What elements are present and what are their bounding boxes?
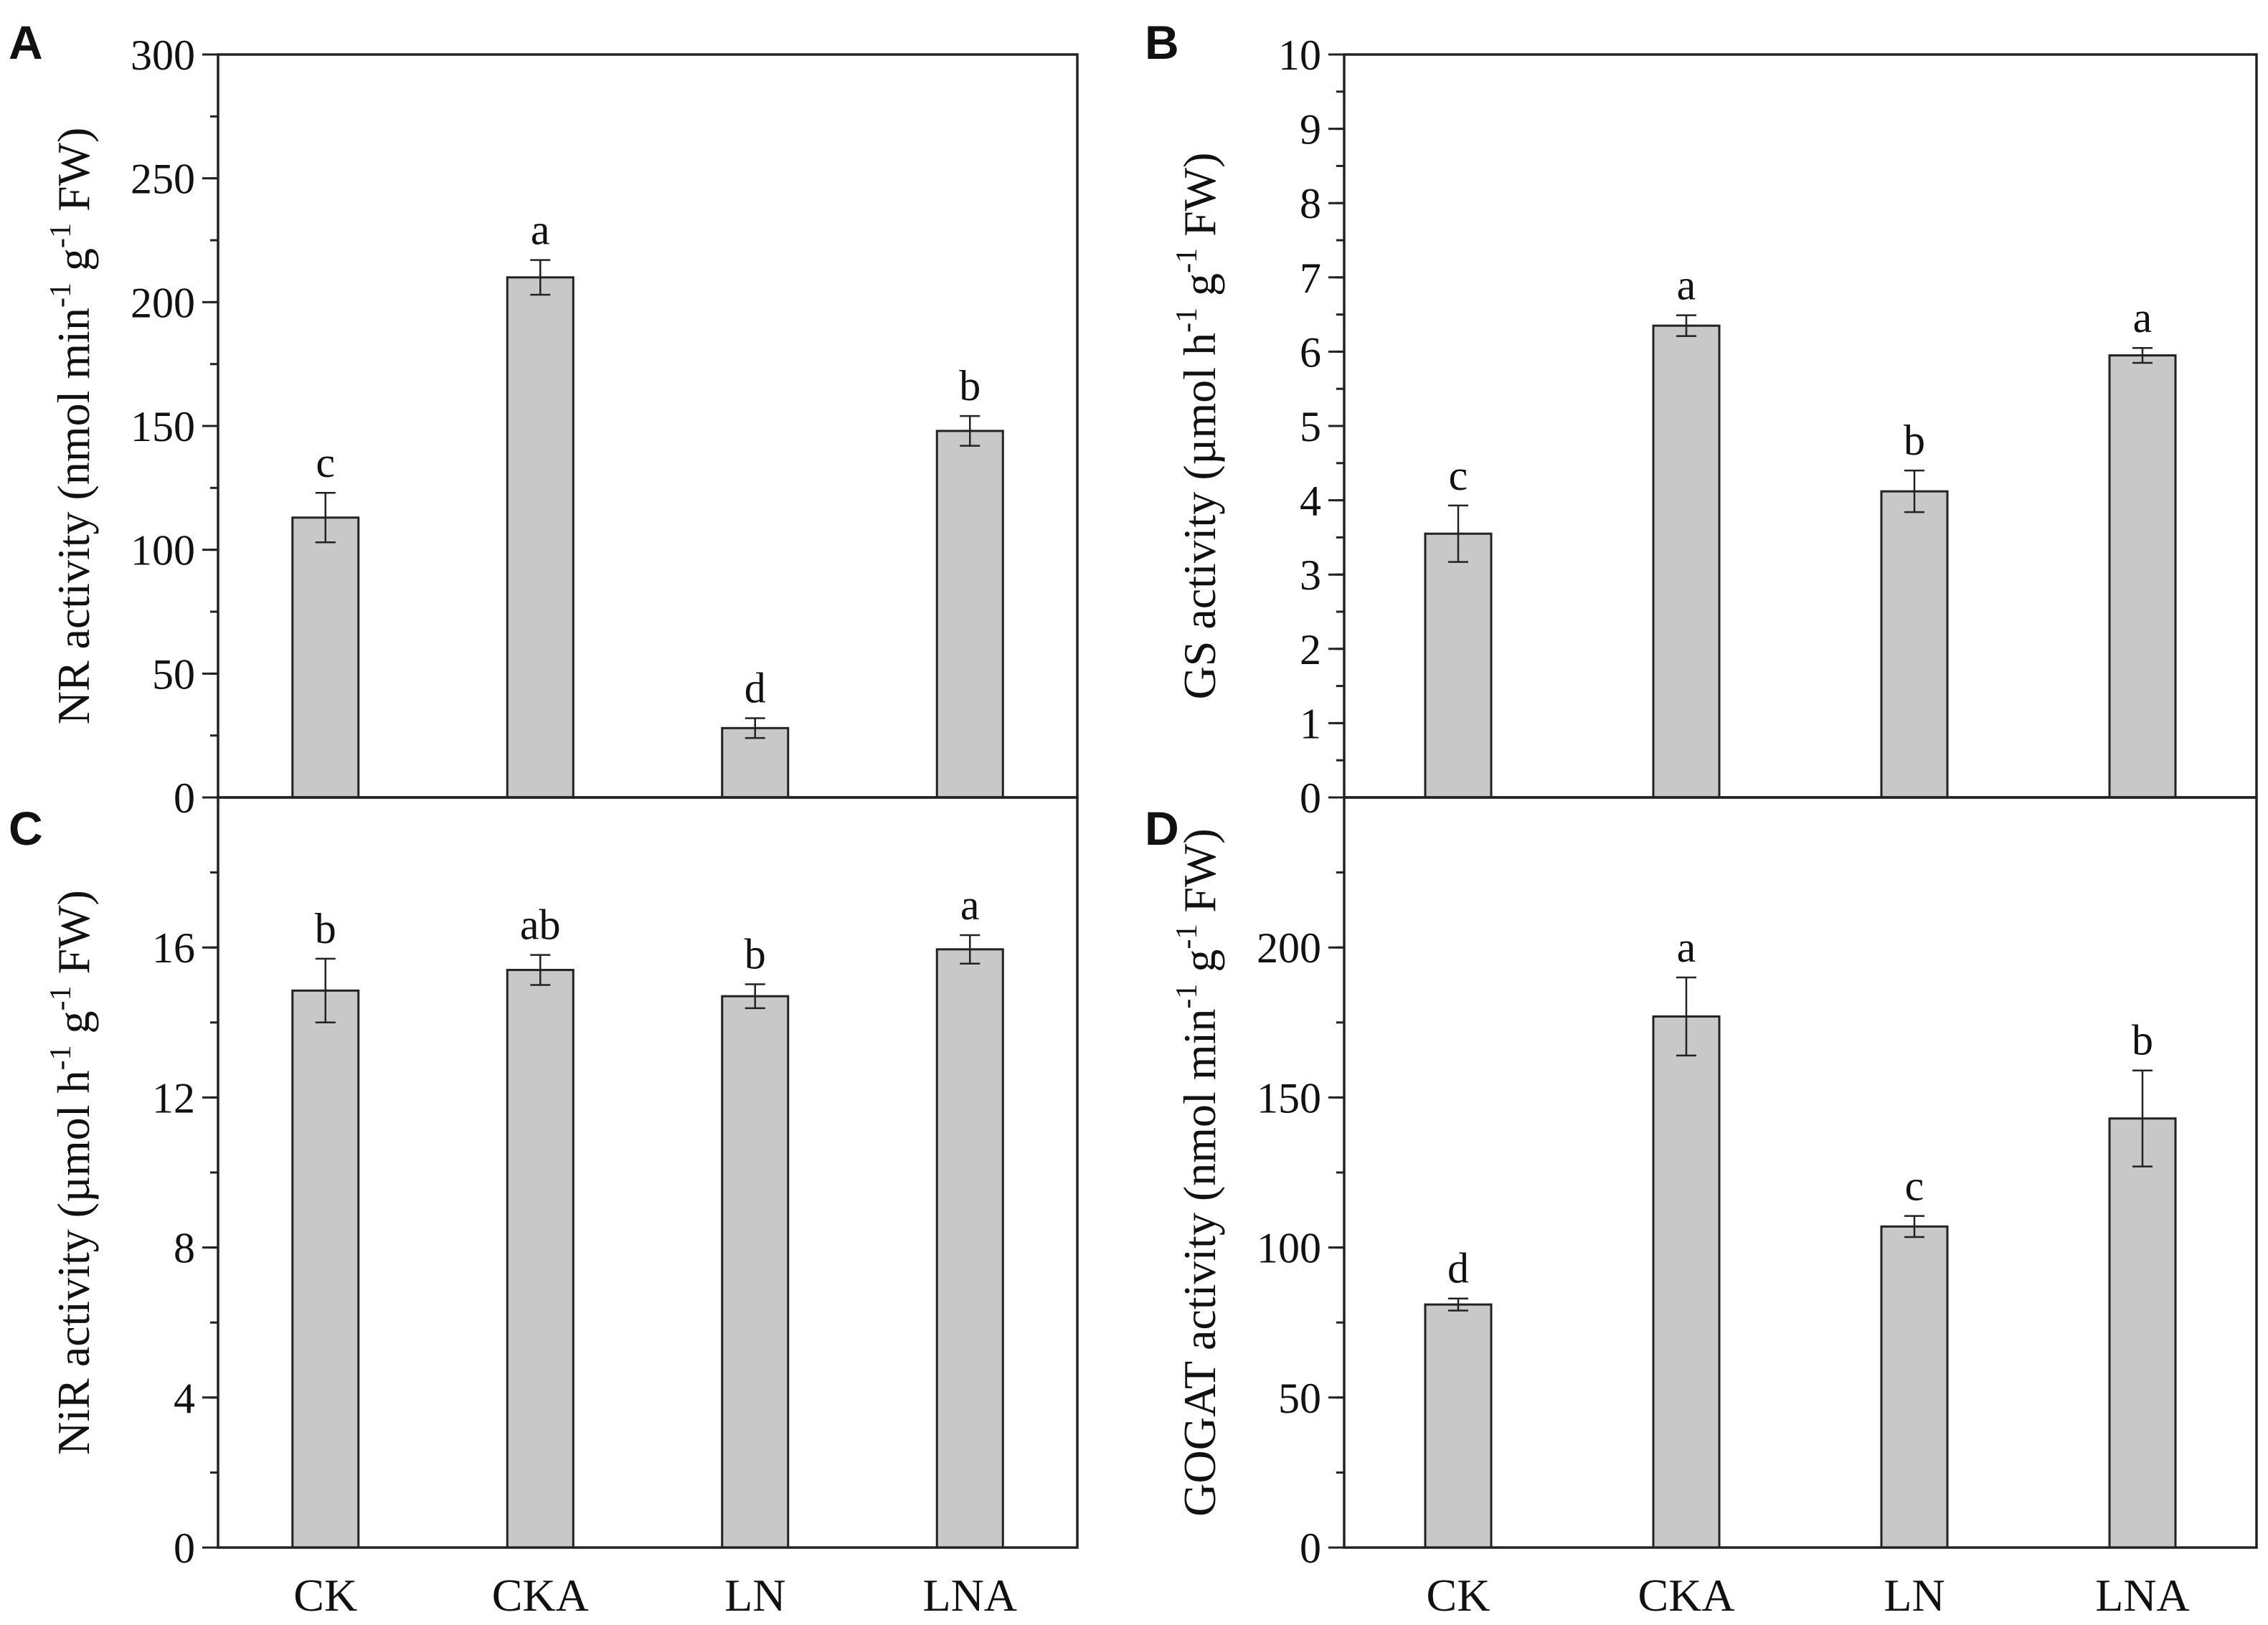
error-bar [2132,346,2153,364]
significance-letter: b [959,362,981,409]
bar-ck [1424,1303,1493,1549]
y-tick-label: 4 [174,1375,195,1422]
significance-letter: c [316,439,335,486]
x-tick-label: CK [1427,1570,1490,1621]
y-tick-label: 4 [1300,478,1321,525]
bar-cka [506,969,575,1549]
bar-lna [2108,1117,2177,1549]
y-tick-label: 8 [174,1225,195,1272]
y-tick-label: 1 [1300,700,1321,747]
bar-ck [291,516,360,799]
significance-letter: a [2133,294,2153,341]
y-tick-label: 12 [152,1074,195,1122]
plot-frame [1343,796,2258,1549]
bar-cka [506,276,575,799]
panel-letter: C [9,802,43,855]
panel-c: C 0 4 8 12 16 b CK ab CKA b LN a LNA NiR activity (µmo… [9,796,1079,1621]
y-axis-label: NR activity (nmol min-1 g-1 FW) [44,128,99,725]
significance-letter: a [531,207,550,254]
y-tick-label: 250 [131,156,195,203]
y-tick-label: 16 [152,924,195,972]
y-tick-label: 150 [1257,1074,1321,1122]
error-bar [960,934,981,965]
significance-letter: b [2132,1017,2153,1064]
panel-a: A 0 50 100 150 200 250 300 c a d b NR activity (nmol… [9,16,1079,822]
y-axis-label: GS activity (µmol h-1 g-1 FW) [1171,153,1225,700]
x-tick-label: LNA [922,1570,1017,1621]
error-bar [315,491,336,544]
y-tick-label: 8 [1300,180,1321,227]
y-tick-label: 100 [1257,1225,1321,1272]
y-tick-label: 7 [1300,255,1321,302]
bar-ln [1880,490,1949,799]
significance-letter: a [1677,924,1696,971]
significance-letter: d [745,664,766,711]
error-bar [530,259,551,296]
y-tick-label: 0 [174,1525,195,1572]
y-tick-label: 3 [1300,551,1321,599]
y-axis-label: GOGAT activity (nmol min-1 g-1 FW) [1171,828,1225,1516]
y-tick-label: 0 [174,774,195,822]
x-tick-label: CK [293,1570,357,1621]
bar-lna [935,948,1004,1549]
y-tick-label: 0 [1300,774,1321,822]
bar-ck [291,989,360,1549]
panel-d: D 0 50 100 150 200 d CK a CKA c LN b LNA GOGAT activit… [1145,796,2258,1621]
error-bar [1904,469,1924,513]
bar-ln [721,995,790,1549]
error-bar [1904,1215,1924,1238]
significance-letter: ab [520,901,561,949]
bar-ln [1880,1225,1949,1549]
y-tick-label: 6 [1300,328,1321,376]
y-tick-label: 50 [152,650,195,698]
error-bar [2132,1069,2153,1167]
significance-letter: a [1677,262,1696,309]
panel-letter: D [1145,802,1179,855]
y-tick-label: 50 [1278,1375,1321,1422]
error-bar [1676,976,1696,1057]
y-tick-label: 150 [131,403,195,450]
y-tick-label: 9 [1300,106,1321,153]
x-tick-label: LNA [2095,1570,2190,1621]
y-tick-label: 200 [131,279,195,326]
significance-letter: b [315,905,336,952]
error-bar [745,717,765,739]
plot-frame [217,796,1079,1549]
x-tick-label: LN [724,1570,785,1621]
panel-letter: A [9,16,43,69]
y-tick-label: 2 [1300,626,1321,673]
y-tick-label: 0 [1300,1525,1321,1572]
y-tick-label: 100 [131,527,195,574]
significance-letter: b [745,930,766,977]
panel-b: B 0 1 2 3 4 5 6 7 8 9 10 c a b a GS activity (µmol h-1 g… [1145,16,2258,822]
y-tick-label: 300 [131,32,195,79]
error-bar [1676,314,1696,337]
x-tick-label: CKA [492,1570,589,1621]
error-bar [1448,1297,1468,1312]
panel-letter: B [1145,16,1179,69]
significance-letter: a [960,881,980,929]
error-bar [745,983,765,1010]
x-tick-label: CKA [1638,1570,1734,1621]
error-bar [530,954,551,986]
error-bar [1448,504,1468,563]
y-tick-label: 10 [1278,32,1321,79]
y-tick-label: 5 [1300,403,1321,450]
significance-letter: d [1447,1245,1469,1292]
bar-lna [935,430,1004,799]
bar-cka [1652,324,1721,799]
x-tick-label: LN [1884,1570,1945,1621]
bar-lna [2108,354,2177,799]
y-tick-label: 200 [1257,924,1321,972]
bar-ck [1424,532,1493,799]
bar-cka [1652,1015,1721,1549]
significance-letter: b [1904,417,1925,464]
y-axis-label: NiR activity (µmol h-1 g-1 FW) [44,890,99,1455]
significance-letter: c [1449,452,1468,499]
significance-letter: c [1905,1162,1924,1210]
error-bar [960,414,981,447]
error-bar [315,957,336,1024]
